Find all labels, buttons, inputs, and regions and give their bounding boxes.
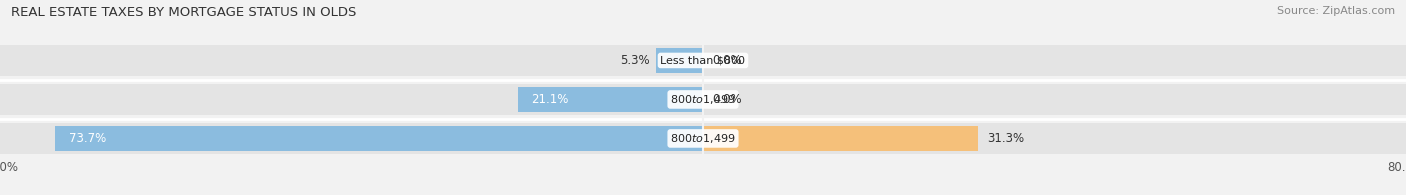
Text: 31.3%: 31.3% — [987, 132, 1024, 145]
Text: REAL ESTATE TAXES BY MORTGAGE STATUS IN OLDS: REAL ESTATE TAXES BY MORTGAGE STATUS IN … — [11, 6, 357, 19]
Text: $800 to $1,499: $800 to $1,499 — [671, 132, 735, 145]
Bar — [703, 126, 979, 151]
Bar — [0, 123, 1406, 154]
Bar — [657, 48, 703, 73]
Text: 5.3%: 5.3% — [620, 54, 650, 67]
Text: 21.1%: 21.1% — [531, 93, 568, 106]
Text: Source: ZipAtlas.com: Source: ZipAtlas.com — [1277, 6, 1395, 16]
Bar — [0, 84, 1406, 115]
Text: Less than $800: Less than $800 — [661, 55, 745, 66]
Bar — [517, 87, 703, 112]
Text: 73.7%: 73.7% — [69, 132, 105, 145]
Bar — [55, 126, 703, 151]
Text: $800 to $1,499: $800 to $1,499 — [671, 93, 735, 106]
Text: 0.0%: 0.0% — [711, 93, 741, 106]
Bar — [0, 45, 1406, 76]
Text: 0.0%: 0.0% — [711, 54, 741, 67]
